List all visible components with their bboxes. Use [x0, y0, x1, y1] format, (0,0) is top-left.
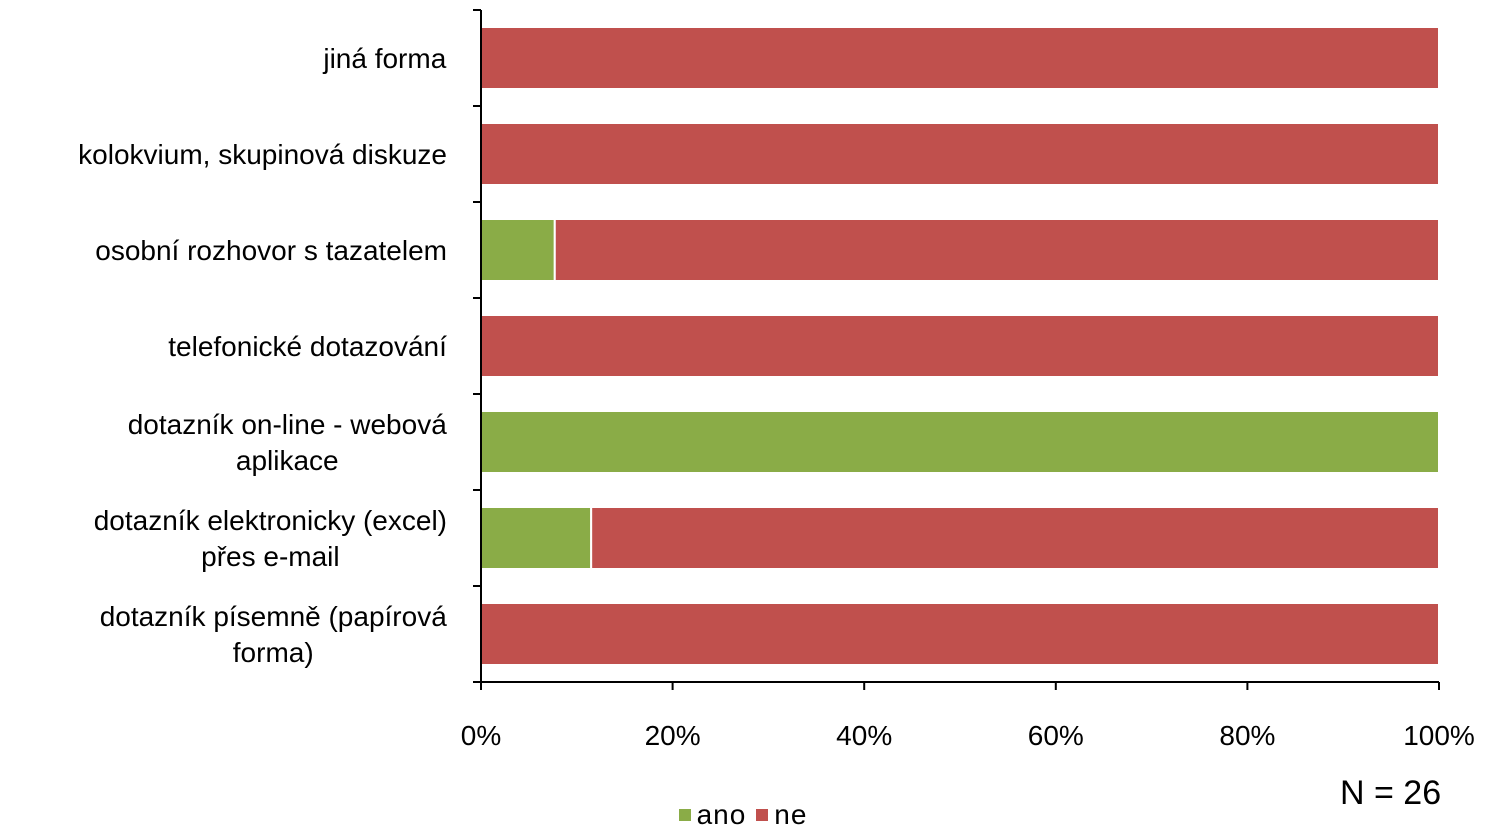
legend-label: ano — [696, 799, 747, 830]
category-label: kolokvium, skupinová diskuze — [78, 139, 447, 170]
x-tick-label: 60% — [1028, 720, 1084, 751]
category-labels-group: jiná forma kolokvium, skupinová diskuze os… — [78, 43, 447, 668]
x-tick-label: 40% — [836, 720, 892, 751]
x-tick-label: 100% — [1403, 720, 1475, 751]
bar-ne-2 — [553, 218, 1440, 282]
legend-item-ne: ne — [756, 799, 807, 831]
category-label: jiná forma — [322, 43, 446, 74]
category-label: telefonické dotazování — [168, 331, 447, 362]
sample-size-note: N = 26 — [1340, 774, 1442, 812]
bar-ne-1 — [480, 122, 1440, 186]
axes-group — [473, 9, 1439, 683]
bar-ne-5 — [590, 506, 1440, 570]
bar-ne-0 — [480, 26, 1440, 90]
bar-ano-4 — [480, 410, 1440, 474]
x-tick-labels-group: 0% 20% 40% 60% 80% 100% — [461, 682, 1475, 751]
legend-swatch — [756, 809, 769, 821]
x-tick-label: 80% — [1219, 720, 1275, 751]
x-tick-label: 0% — [461, 720, 501, 751]
bars-group — [480, 26, 1440, 666]
bar-ne-6 — [480, 602, 1440, 666]
x-tick-label: 20% — [645, 720, 701, 751]
category-label: dotazník elektronicky (excel) přes e-mail — [94, 505, 447, 572]
legend-label: ne — [774, 799, 808, 830]
legend: ano ne — [0, 799, 1486, 831]
bar-ano-5 — [480, 506, 593, 570]
category-label: dotazník písemně (papírová forma) — [100, 601, 448, 668]
bar-ano-2 — [480, 218, 556, 282]
category-label: osobní rozhovor s tazatelem — [95, 235, 447, 266]
legend-swatch — [678, 809, 691, 821]
legend-item-ano: ano — [678, 799, 747, 831]
bar-ne-3 — [480, 314, 1440, 378]
category-label: dotazník on-line - webová aplikace — [128, 409, 448, 476]
stacked-bar-chart: jiná forma kolokvium, skupinová diskuze os… — [78, 9, 1475, 751]
